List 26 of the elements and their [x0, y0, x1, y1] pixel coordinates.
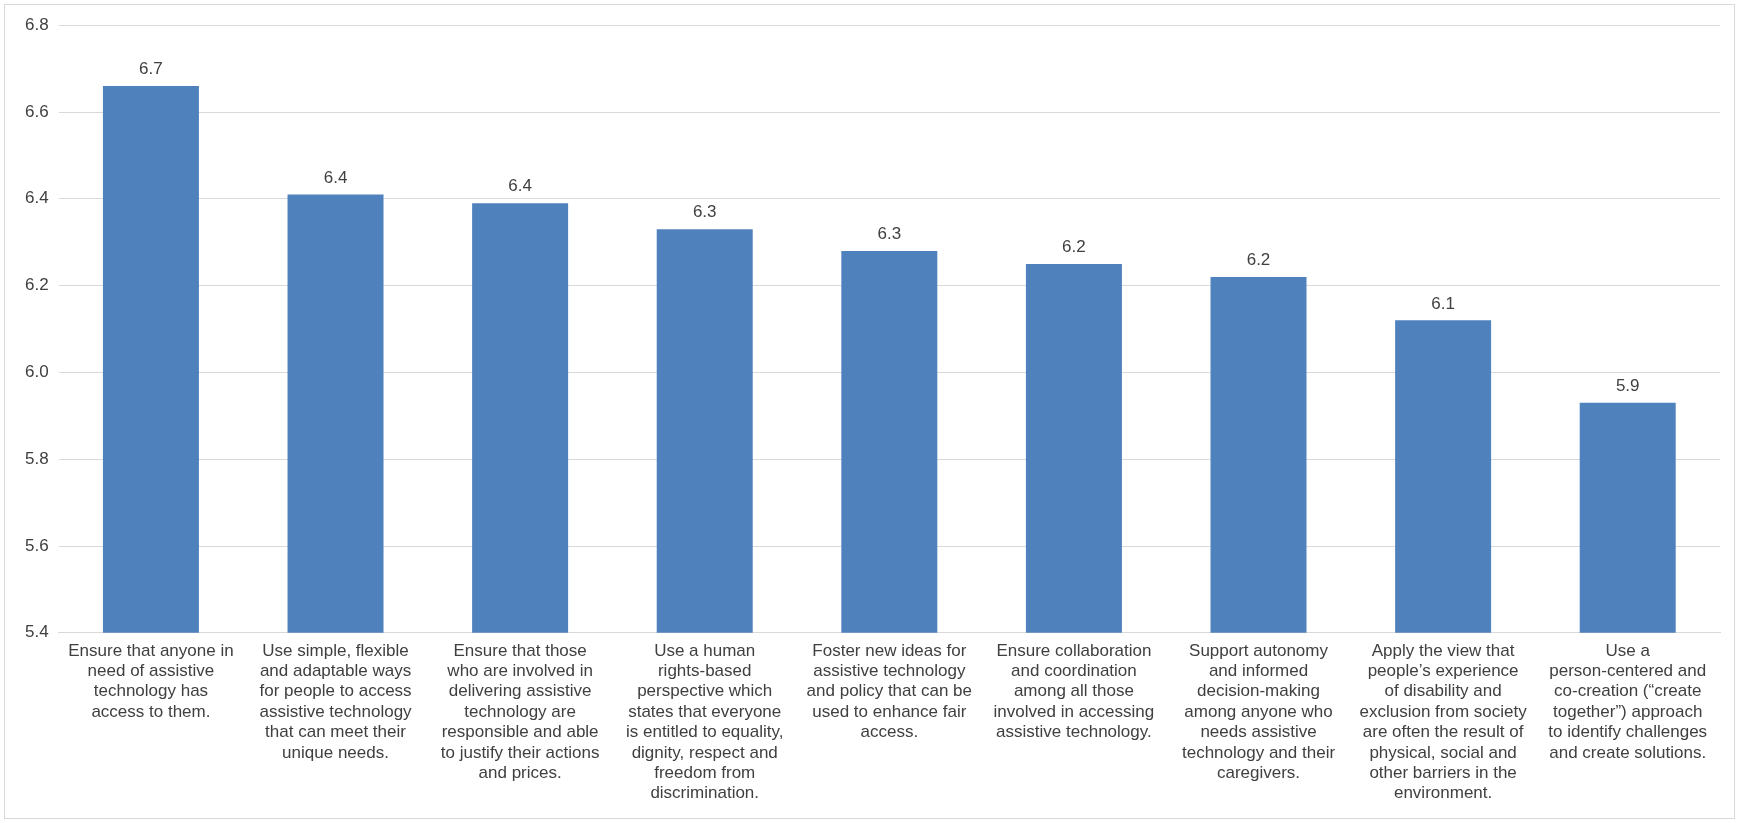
data-label: 6.1 — [1431, 293, 1455, 313]
data-label: 6.3 — [692, 202, 717, 222]
y-tick-label: 6.2 — [24, 275, 49, 295]
x-tick-label: Foster new ideas for assistive technology and policy that can be used to enhance fair access. — [806, 640, 973, 742]
y-tick-label: 5.6 — [24, 535, 49, 555]
data-label: 6.4 — [508, 176, 532, 196]
x-tick-label: Ensure that anyone in need of assistive technology has access to them. — [68, 640, 234, 721]
y-tick-label: 6.0 — [24, 362, 49, 382]
y-tick-label: 5.4 — [24, 622, 49, 642]
x-tick-label: Use a human rights-based perspective which states that everyone is entitled to equality, dignity, respect and freedom from discrimination. — [625, 640, 784, 803]
data-label: 6.4 — [323, 167, 348, 187]
y-tick-label: 6.8 — [24, 14, 49, 34]
y-tick-label: 6.4 — [24, 188, 49, 208]
data-label: 6.3 — [877, 224, 902, 244]
data-label: 5.9 — [1615, 375, 1640, 395]
y-tick-label: 6.6 — [24, 101, 49, 121]
x-tick-label: Use simple, flexible and adaptable ways for people to access assistive technology that can meet their unique needs. — [259, 640, 413, 762]
data-label: 6.7 — [139, 59, 163, 79]
x-tick-label: Use a person-centered and co-creation (“create together”) approach to identify challenges and create solutions. — [1548, 640, 1708, 762]
x-tick-label: Ensure that those who are involved in delivering assistive technology are responsible and able to justify their actions and prices. — [440, 640, 600, 783]
data-label: 6.2 — [1246, 250, 1271, 270]
data-label: 6.2 — [1062, 237, 1086, 257]
x-tick-label: Support autonomy and informed decision-making among anyone who needs assistive technology and their caregivers. — [1181, 640, 1336, 783]
y-tick-label: 5.8 — [24, 448, 49, 468]
x-tick-label: Ensure collaboration and coordination among all those involved in accessing assistive technology. — [993, 640, 1155, 742]
x-tick-label: Apply the view that people’s experience of disability and exclusion from society are often the result of physical, social and other barriers in the environment. — [1359, 640, 1528, 803]
